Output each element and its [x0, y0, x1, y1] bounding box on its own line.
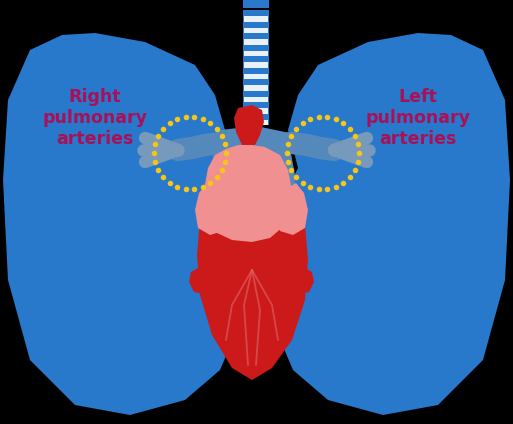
Polygon shape [189, 267, 213, 294]
Polygon shape [195, 183, 228, 235]
Bar [244, 85, 268, 90]
Bar [244, 120, 268, 125]
Bar [244, 51, 268, 56]
Polygon shape [290, 267, 314, 294]
Bar [243, 230, 259, 370]
Text: Left
pulmonary
arteries: Left pulmonary arteries [365, 88, 470, 148]
Bar [244, 108, 268, 114]
Text: Right
pulmonary
arteries: Right pulmonary arteries [43, 88, 148, 148]
Bar [243, 0, 269, 8]
Bar [244, 62, 268, 67]
Polygon shape [210, 126, 295, 240]
Polygon shape [197, 190, 308, 380]
Polygon shape [234, 105, 264, 145]
Polygon shape [204, 145, 292, 242]
Polygon shape [3, 33, 240, 415]
Polygon shape [275, 183, 308, 235]
Bar [244, 97, 268, 102]
Bar [243, 10, 269, 125]
Bar [244, 74, 268, 79]
Bar [244, 39, 268, 45]
Polygon shape [273, 33, 510, 415]
Bar [244, 16, 268, 22]
Bar [244, 28, 268, 33]
